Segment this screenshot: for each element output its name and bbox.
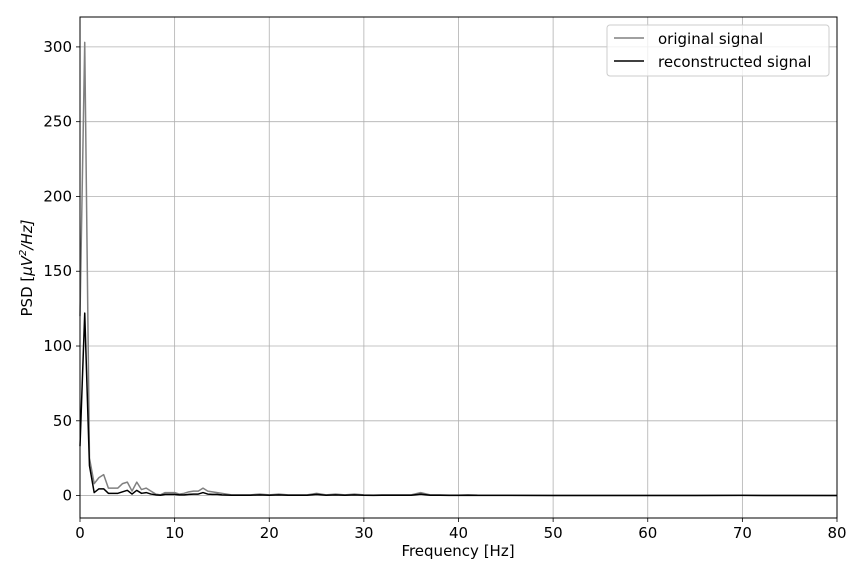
- legend-label-original: original signal: [658, 30, 763, 48]
- y-tick-label: 300: [43, 38, 72, 56]
- x-tick-label: 20: [260, 524, 279, 542]
- x-tick-label: 80: [827, 524, 846, 542]
- legend: original signal reconstructed signal: [606, 24, 830, 77]
- series-line-reconstructed: [79, 312, 838, 497]
- grid: [79, 17, 838, 518]
- x-tick-label: 40: [449, 524, 468, 542]
- y-tick-label: 150: [43, 262, 72, 280]
- legend-box: [606, 24, 830, 77]
- y-tick-label: 0: [62, 487, 72, 505]
- series-lines: [79, 41, 838, 497]
- x-tick-label: 30: [354, 524, 373, 542]
- y-axis-label: PSD [μV2/Hz]: [18, 219, 36, 316]
- x-tick-label: 50: [544, 524, 563, 542]
- y-tick-label: 250: [43, 113, 72, 131]
- y-tick-label: 200: [43, 187, 72, 205]
- x-tick-label: 0: [75, 524, 85, 542]
- x-tick-label: 70: [733, 524, 752, 542]
- legend-label-reconstructed: reconstructed signal: [658, 53, 811, 71]
- axis-ticks: 0 10 20 30 40 50 60 70 80 0 50 100 150 200 250 300: [43, 38, 846, 542]
- y-tick-label: 50: [53, 412, 72, 430]
- x-axis-label: Frequency [Hz]: [401, 542, 514, 560]
- x-tick-label: 60: [638, 524, 657, 542]
- x-tick-label: 10: [165, 524, 184, 542]
- y-tick-label: 100: [43, 337, 72, 355]
